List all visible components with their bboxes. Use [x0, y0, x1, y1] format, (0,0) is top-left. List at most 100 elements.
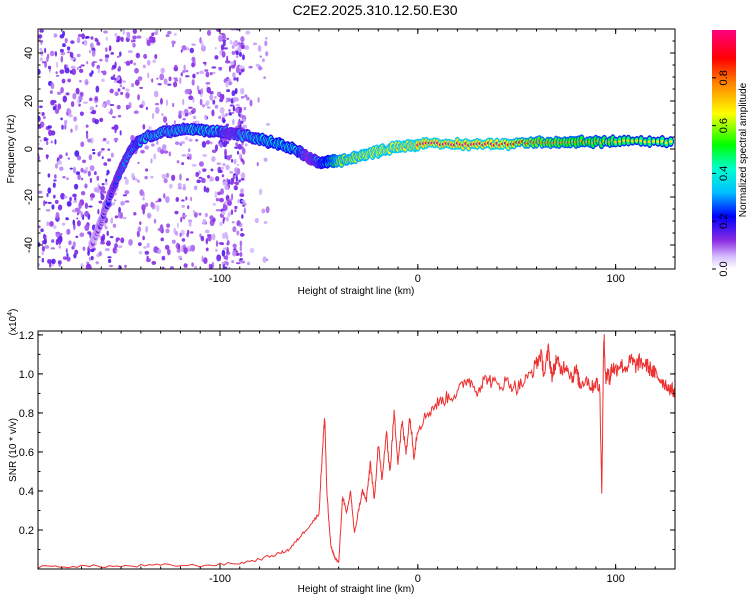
noise-speckle — [146, 212, 152, 219]
noise-speckle — [215, 175, 220, 182]
noise-speckle — [89, 42, 94, 49]
noise-speckle — [64, 124, 67, 130]
noise-speckle — [61, 124, 64, 130]
noise-speckle — [153, 31, 159, 35]
noise-speckle — [151, 32, 155, 37]
noise-speckle — [229, 170, 234, 174]
noise-speckle — [151, 260, 157, 265]
noise-speckle — [185, 69, 189, 73]
noise-speckle — [180, 72, 183, 77]
noise-speckle — [68, 240, 72, 246]
noise-speckle — [142, 64, 147, 69]
noise-speckle — [258, 188, 263, 196]
noise-speckle — [112, 201, 115, 206]
noise-speckle — [181, 162, 185, 166]
noise-speckle — [58, 245, 61, 249]
noise-speckle — [225, 60, 230, 64]
noise-speckle — [232, 243, 237, 248]
noise-speckle — [232, 118, 235, 126]
noise-speckle — [134, 79, 140, 86]
noise-speckle — [80, 190, 86, 196]
noise-speckle — [66, 256, 71, 262]
noise-speckle — [225, 216, 229, 222]
noise-speckle — [198, 176, 203, 179]
noise-speckle — [92, 151, 96, 155]
noise-speckle — [69, 51, 73, 58]
noise-speckle — [204, 69, 209, 72]
noise-speckle — [215, 240, 219, 248]
noise-speckle — [106, 140, 110, 145]
noise-speckle — [173, 120, 177, 125]
noise-speckle — [219, 197, 224, 203]
noise-speckle — [77, 98, 80, 104]
noise-speckle — [79, 79, 82, 83]
noise-speckle — [38, 116, 41, 122]
noise-speckle — [147, 72, 150, 79]
noise-speckle — [185, 178, 189, 181]
noise-speckle — [168, 151, 172, 157]
noise-speckle — [218, 169, 223, 174]
noise-speckle — [202, 154, 208, 157]
noise-speckle — [163, 78, 168, 85]
noise-speckle — [202, 104, 205, 108]
noise-speckle — [137, 94, 140, 101]
y-tick-label: 20 — [23, 95, 35, 107]
noise-speckle — [180, 49, 183, 53]
noise-speckle — [67, 51, 70, 54]
noise-speckle — [223, 260, 228, 265]
noise-speckle — [120, 237, 125, 244]
noise-speckle — [144, 202, 149, 207]
snr-multiplier-label: (x10 — [8, 315, 19, 335]
noise-speckle — [117, 88, 121, 92]
noise-speckle — [192, 73, 196, 79]
noise-speckle — [45, 138, 49, 141]
noise-speckle — [117, 65, 122, 72]
noise-speckle — [60, 117, 63, 121]
noise-speckle — [62, 95, 67, 103]
noise-speckle — [113, 199, 117, 202]
noise-speckle — [53, 194, 56, 199]
noise-speckle — [70, 101, 75, 107]
noise-speckle — [137, 226, 142, 233]
noise-speckle — [231, 90, 236, 97]
noise-speckle — [201, 255, 204, 262]
noise-speckle — [110, 76, 115, 81]
noise-speckle — [137, 242, 142, 247]
noise-speckle — [191, 62, 195, 68]
noise-speckle — [87, 231, 92, 235]
noise-speckle — [96, 39, 99, 43]
noise-speckle — [257, 97, 260, 103]
noise-speckle — [86, 132, 89, 140]
noise-speckle — [214, 55, 219, 60]
noise-speckle — [223, 47, 229, 50]
noise-speckle — [116, 76, 121, 81]
noise-speckle — [60, 86, 64, 94]
noise-speckle — [189, 47, 195, 54]
noise-speckle — [192, 115, 197, 120]
noise-speckle — [173, 32, 177, 36]
noise-speckle — [94, 96, 98, 101]
noise-speckle — [142, 197, 145, 201]
noise-speckle — [154, 102, 160, 106]
noise-speckle — [71, 68, 77, 76]
noise-speckle — [237, 198, 240, 204]
noise-speckle — [193, 185, 198, 191]
ridge-point — [660, 139, 664, 143]
noise-speckle — [185, 75, 190, 78]
noise-speckle — [195, 138, 199, 142]
colorbar-tick-label: 0.0 — [718, 261, 730, 276]
noise-speckle — [144, 175, 148, 180]
x-tick-label: -100 — [209, 573, 231, 585]
ridge-point — [635, 139, 639, 143]
chart-title: C2E2.2025.310.12.50.E30 — [292, 2, 458, 18]
snr-y-axis: 0.2 0.4 0.6 0.8 1.0 1.2 — [19, 330, 675, 570]
snr-multiplier: (x104) — [7, 309, 19, 336]
noise-speckle — [214, 191, 218, 199]
noise-speckle — [109, 103, 115, 107]
x-tick-label: 100 — [606, 573, 624, 585]
noise-speckle — [115, 249, 118, 253]
noise-speckle — [112, 223, 117, 228]
noise-speckle — [220, 166, 225, 170]
noise-speckle — [142, 124, 146, 130]
noise-speckle — [161, 113, 164, 117]
